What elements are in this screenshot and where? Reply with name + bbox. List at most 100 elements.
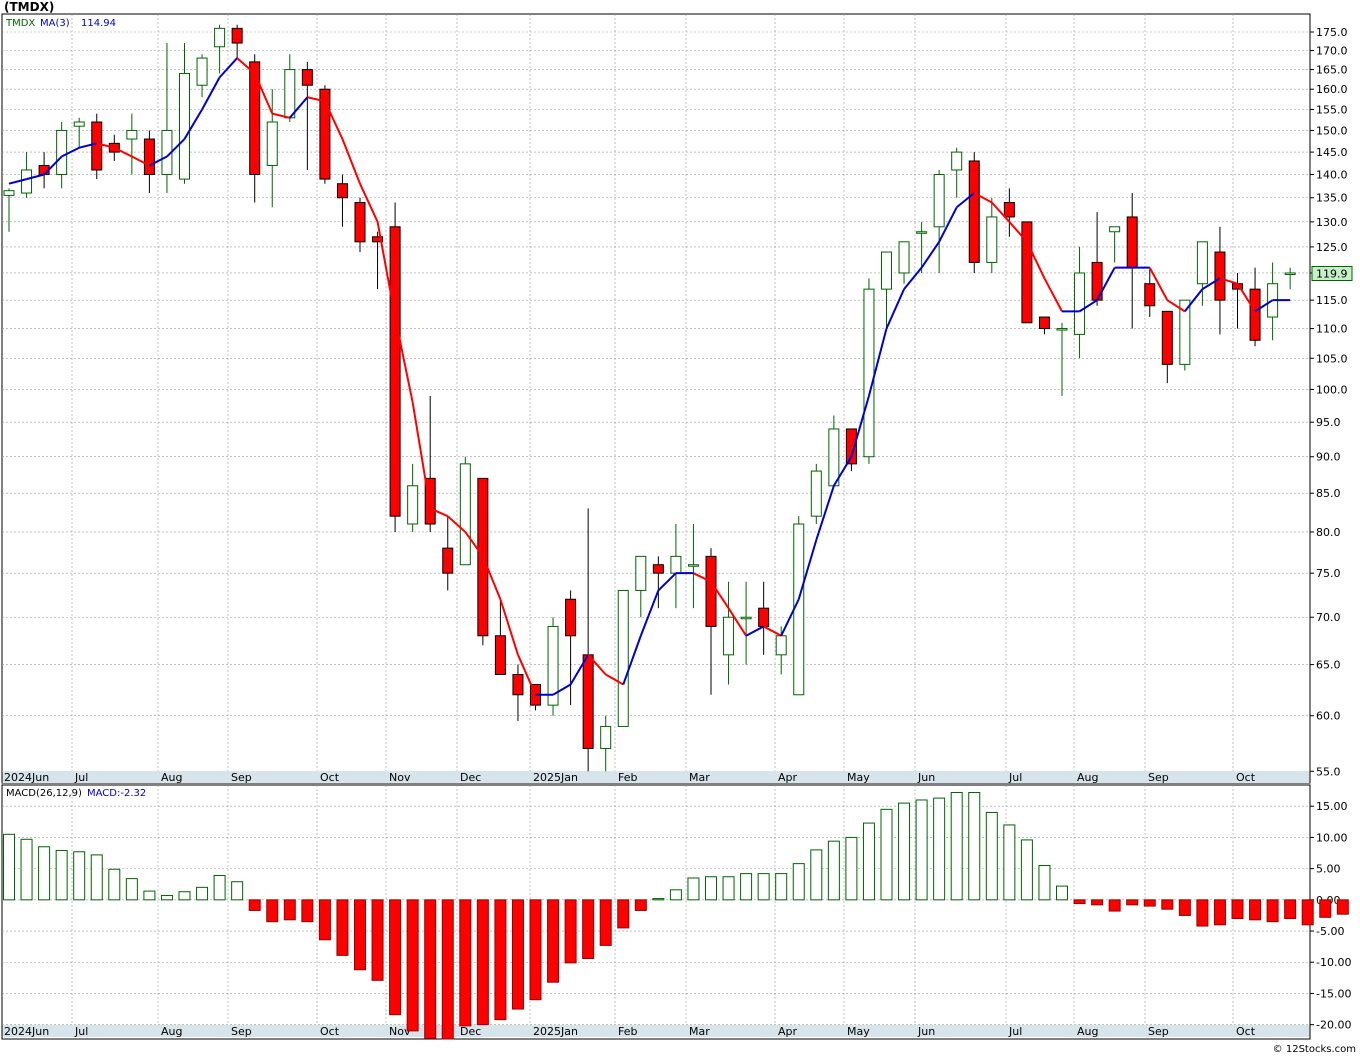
price-legend-symbol: TMDX xyxy=(5,18,35,29)
macd-bar xyxy=(1056,885,1068,901)
candle-body xyxy=(1161,310,1173,365)
x-tick-label: Aug xyxy=(1077,1025,1098,1038)
candle-body xyxy=(617,589,629,727)
candle-body xyxy=(494,635,506,675)
macd-tick-label: -5.00 xyxy=(1316,925,1344,938)
x-tick-label: Sep xyxy=(231,771,252,784)
candle-body xyxy=(1214,251,1226,301)
macd-bar xyxy=(1161,899,1174,910)
price-tick-label: 75.0 xyxy=(1316,567,1341,580)
macd-bar xyxy=(266,899,279,923)
price-tick-label: 170.0 xyxy=(1316,45,1348,58)
macd-bar xyxy=(1196,899,1209,927)
macd-bar xyxy=(476,899,489,1026)
candle-body xyxy=(319,88,331,180)
ma-line-segment xyxy=(622,635,642,685)
ma-line-segment xyxy=(1184,288,1204,312)
macd-bar xyxy=(336,899,349,956)
ma-line-segment xyxy=(552,683,572,696)
macd-legend-label: MACD(26,12,9) xyxy=(6,788,82,799)
x-tick-label: 2025Jan xyxy=(533,771,578,784)
macd-tick-label: -20.00 xyxy=(1316,1019,1351,1032)
ma-line-segment xyxy=(1096,267,1116,301)
macd-bar xyxy=(1020,839,1033,901)
macd-bar xyxy=(950,791,963,901)
candle-body xyxy=(916,231,928,234)
macd-bar xyxy=(634,899,647,911)
chart-title: (TMDX) xyxy=(4,0,55,14)
candle-body xyxy=(582,654,594,749)
x-tick-label: May xyxy=(847,771,870,784)
macd-tick-label: -10.00 xyxy=(1316,956,1351,969)
ma-line-segment xyxy=(307,96,326,103)
macd-bar xyxy=(196,886,209,901)
candle-body xyxy=(723,616,735,656)
price-tick-label: 65.0 xyxy=(1316,659,1341,672)
ma-line-segment xyxy=(376,221,397,318)
x-tick-label: Jul xyxy=(74,1025,88,1038)
ma-line-segment xyxy=(499,598,519,656)
x-tick-label: Feb xyxy=(618,1025,637,1038)
macd-bar xyxy=(371,899,384,981)
macd-bar xyxy=(617,899,630,929)
ma-line-segment xyxy=(272,112,291,119)
macd-bar xyxy=(915,799,928,901)
macd-bar xyxy=(933,797,946,901)
ma-line-segment xyxy=(832,456,853,487)
macd-bar xyxy=(1301,899,1314,926)
macd-bar xyxy=(178,891,191,901)
candle-body xyxy=(635,555,647,591)
price-tick-label: 125.0 xyxy=(1316,241,1348,254)
price-tick-label: 155.0 xyxy=(1316,104,1348,117)
macd-tick-label: -15.00 xyxy=(1316,987,1351,1000)
candle-body xyxy=(775,635,787,656)
x-tick-label: Aug xyxy=(161,771,182,784)
ma-line-segment xyxy=(517,654,537,696)
ma-line-segment xyxy=(587,654,607,676)
macd-bar xyxy=(1091,899,1104,906)
ma-line-segment xyxy=(26,173,45,181)
candle-body xyxy=(881,251,892,290)
price-tick-label: 140.0 xyxy=(1316,169,1348,182)
ma-line-segment xyxy=(605,673,624,686)
macd-bar xyxy=(3,833,15,901)
price-tick-label: 160.0 xyxy=(1316,83,1348,96)
ma-line-segment xyxy=(745,625,765,637)
ma-line-segment xyxy=(639,590,660,637)
candle-body xyxy=(547,625,559,706)
x-tick-label: 2024Jun xyxy=(4,1025,49,1038)
x-tick-label: Nov xyxy=(389,1025,411,1038)
x-tick-label: Sep xyxy=(1148,1025,1169,1038)
ma-line-segment xyxy=(8,178,27,185)
ma-line-segment xyxy=(183,108,203,140)
macd-bar xyxy=(775,873,788,901)
ma-line-segment xyxy=(411,402,432,509)
ma-line-segment xyxy=(693,572,712,583)
ma-line-segment xyxy=(394,316,414,403)
price-tick-label: 90.0 xyxy=(1316,451,1341,464)
ma-line-segment xyxy=(323,100,344,140)
candle-body xyxy=(1126,216,1138,269)
macd-bar xyxy=(529,899,542,1001)
ma-line-segment xyxy=(113,146,133,158)
macd-tick-label: 10.00 xyxy=(1316,831,1348,844)
candle-body xyxy=(126,129,138,140)
candle-body xyxy=(652,564,664,574)
ma-line-segment xyxy=(481,555,502,600)
ma-line-segment xyxy=(903,267,923,290)
macd-panel xyxy=(1,784,1311,1040)
ma-line-segment xyxy=(973,192,993,204)
macd-tick-label: 5.00 xyxy=(1316,863,1341,876)
price-tick-label: 145.0 xyxy=(1316,146,1348,159)
candle-body xyxy=(21,169,33,194)
x-tick-label: Jun xyxy=(917,771,935,784)
x-tick-label: Sep xyxy=(1148,771,1169,784)
macd-bar xyxy=(740,873,753,901)
candle-body xyxy=(740,616,752,620)
ma-line-segment xyxy=(236,57,256,75)
candle-body xyxy=(1179,299,1191,365)
candle-body xyxy=(336,183,348,199)
price-tick-label: 175.0 xyxy=(1316,26,1348,39)
candle-body xyxy=(459,463,471,566)
